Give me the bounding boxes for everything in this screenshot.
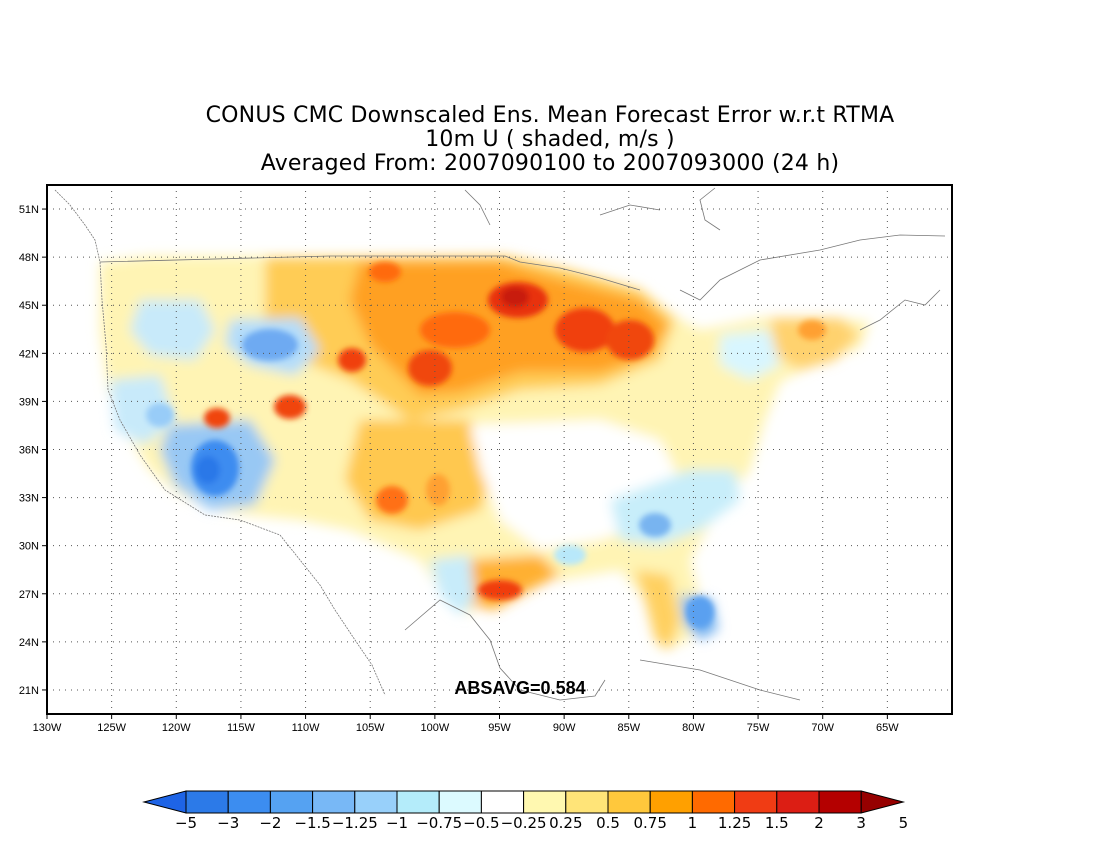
colorbar-label: −1	[386, 814, 408, 832]
colorbar-low-arrow	[142, 790, 187, 814]
map-plot-area	[47, 185, 952, 714]
colorbar-box	[565, 790, 609, 814]
colorbar-label: 1	[688, 814, 698, 832]
lon-tick-label: 85W	[617, 722, 640, 734]
lon-tick-label: 110W	[292, 722, 321, 734]
colorbar-box	[818, 790, 862, 814]
lon-tick-label: 125W	[97, 722, 126, 734]
colorbar-label: −1.5	[294, 814, 330, 832]
title-line-1: CONUS CMC Downscaled Ens. Mean Forecast …	[205, 103, 895, 128]
colorbar-label: −0.5	[463, 814, 499, 832]
colorbar-box	[776, 790, 820, 814]
colorbar-label: −0.25	[501, 814, 547, 832]
lon-tick-label: 65W	[876, 722, 899, 734]
colorbar-label: 5	[899, 814, 909, 832]
lon-tick-label: 120W	[162, 722, 191, 734]
lon-axis: 130W 125W 120W 115W 110W 105W 100W 95W 90W 85W 80W…	[33, 714, 899, 734]
colorbar-label: −0.75	[416, 814, 462, 832]
colorbar-label: 1.5	[765, 814, 789, 832]
colorbar: −5 −3 −2 −1.5 −1.25 −1 −0.75 −0.5 −0.25 0.25 0.5 0.…	[142, 790, 909, 832]
colorbar-box	[312, 790, 356, 814]
lat-tick-label: 30N	[19, 541, 39, 553]
colorbar-label: −5	[175, 814, 197, 832]
grid-lines	[47, 185, 952, 714]
colorbar-box	[523, 790, 567, 814]
title-line-3: Averaged From: 2007090100 to 2007093000 …	[260, 151, 840, 176]
colorbar-box	[354, 790, 398, 814]
lat-tick-label: 48N	[19, 252, 39, 264]
absavg-annotation: ABSAVG=0.584	[454, 678, 585, 698]
lat-tick-label: 36N	[19, 445, 39, 457]
colorbar-box	[691, 790, 736, 814]
lon-tick-label: 95W	[488, 722, 511, 734]
lon-tick-label: 70W	[811, 722, 834, 734]
lon-tick-label: 90W	[553, 722, 576, 734]
colorbar-box	[438, 790, 482, 814]
lon-tick-label: 80W	[682, 722, 705, 734]
colorbar-label: −3	[217, 814, 239, 832]
colorbar-label: 1.25	[718, 814, 751, 832]
lon-tick-label: 105W	[356, 722, 385, 734]
coastlines-and-borders	[54, 187, 946, 701]
lon-tick-label: 115W	[227, 722, 256, 734]
colorbar-box	[227, 790, 271, 814]
colorbar-box	[185, 790, 229, 814]
lon-tick-label: 130W	[33, 722, 62, 734]
lon-tick-label: 100W	[420, 722, 449, 734]
lat-tick-label: 39N	[19, 396, 39, 408]
lat-tick-label: 27N	[19, 589, 39, 601]
colorbar-high-arrow	[860, 790, 906, 814]
lat-tick-label: 24N	[19, 637, 39, 649]
lat-tick-label: 33N	[19, 493, 39, 505]
colorbar-label: −1.25	[332, 814, 378, 832]
colorbar-label: 3	[856, 814, 866, 832]
lat-axis: 21N 24N 27N 30N 33N 36N 39N 42N 45N 48N 51N	[19, 204, 47, 697]
lat-tick-label: 42N	[19, 348, 39, 360]
lon-tick-label: 75W	[747, 722, 770, 734]
error-field-shading	[100, 256, 870, 650]
colorbar-label: 0.75	[633, 814, 666, 832]
colorbar-label: −2	[259, 814, 281, 832]
lat-tick-label: 21N	[19, 685, 39, 697]
colorbar-box	[607, 790, 651, 814]
colorbar-box	[649, 790, 693, 814]
colorbar-label: 2	[814, 814, 824, 832]
colorbar-box	[269, 790, 314, 814]
title-line-2: 10m U ( shaded, m/s )	[425, 127, 675, 152]
colorbar-box	[480, 790, 525, 814]
lat-tick-label: 45N	[19, 300, 39, 312]
colorbar-box	[396, 790, 440, 814]
lat-tick-label: 51N	[19, 204, 39, 216]
colorbar-box	[734, 790, 778, 814]
colorbar-label: 0.25	[549, 814, 582, 832]
colorbar-label: 0.5	[596, 814, 620, 832]
